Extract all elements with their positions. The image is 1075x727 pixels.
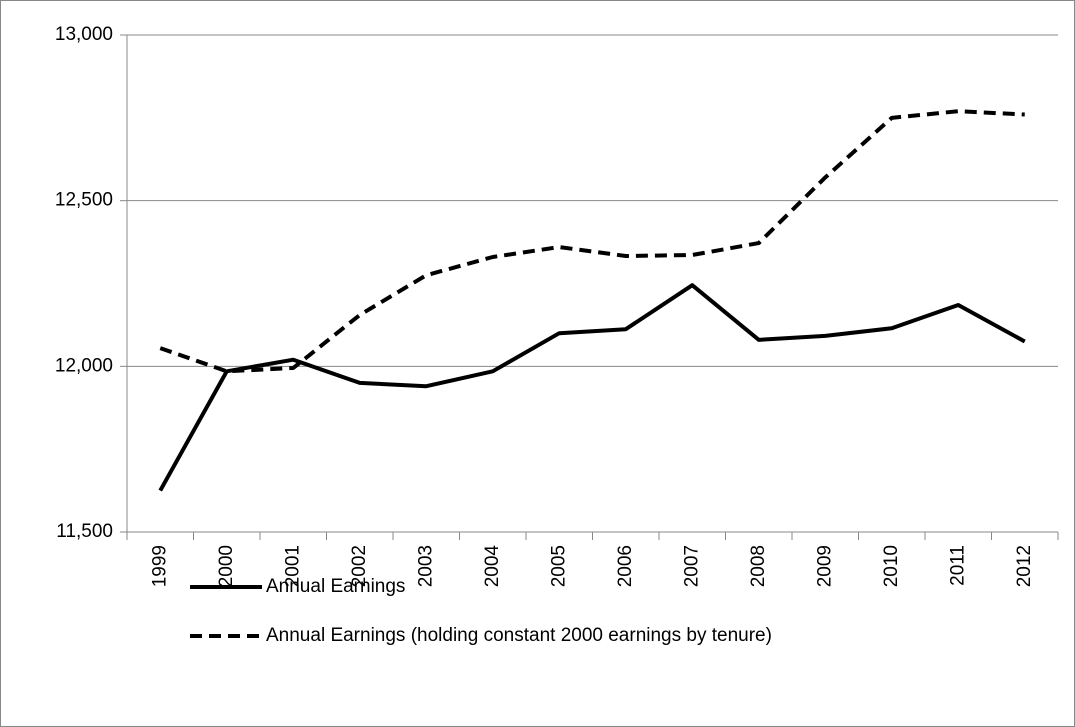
x-tick-label: 2007 [681, 545, 702, 587]
x-tick-label: 2008 [748, 545, 769, 587]
x-tick-label: 2002 [349, 545, 370, 587]
x-tick-label: 2012 [1014, 545, 1035, 587]
x-tick-label: 2006 [615, 545, 636, 587]
x-tick-label: 2011 [947, 545, 968, 586]
y-tick-label: 13,000 [55, 24, 113, 45]
x-tick-label: 2005 [548, 545, 569, 587]
x-tick-label: 2009 [814, 545, 835, 587]
x-tick-label: 2003 [415, 545, 436, 587]
legend-label: Annual Earnings [266, 576, 405, 597]
x-tick-label: 2001 [282, 545, 303, 587]
y-tick-label: 12,500 [55, 190, 113, 211]
x-tick-label: 1999 [149, 545, 170, 587]
series-line [159, 109, 1025, 374]
legend-label: Annual Earnings (holding constant 2000 e… [266, 625, 772, 646]
x-tick-label: 2000 [216, 545, 237, 587]
y-tick-label: 11,500 [56, 521, 113, 542]
x-tick-label: 2004 [482, 545, 503, 588]
series-line [158, 283, 1026, 492]
y-tick-label: 12,000 [55, 355, 113, 376]
x-tick-label: 2010 [881, 545, 902, 587]
